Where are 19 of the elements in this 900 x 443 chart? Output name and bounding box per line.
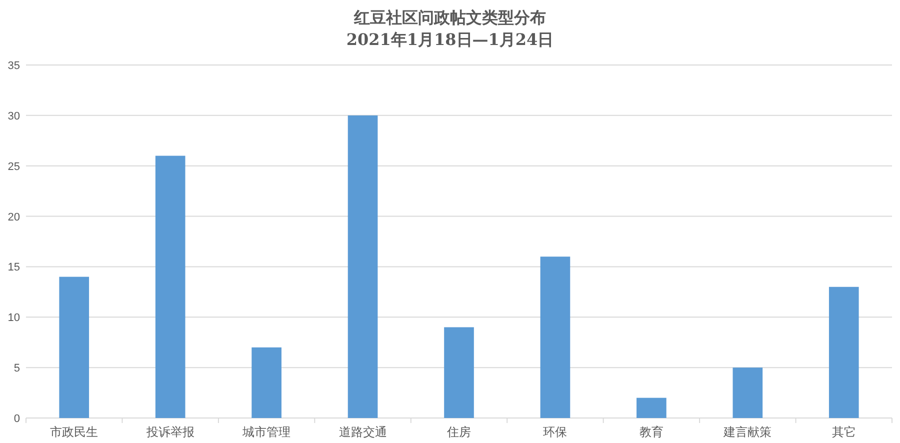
ytick-label: 30 xyxy=(8,110,20,122)
xtick-label: 城市管理 xyxy=(242,425,291,439)
ytick-label: 35 xyxy=(8,60,20,72)
ytick-label: 25 xyxy=(8,160,20,173)
xtick-label: 住房 xyxy=(447,425,471,439)
ytick-label: 15 xyxy=(8,262,20,274)
xtick-label: 教育 xyxy=(639,425,664,439)
xtick-label: 环保 xyxy=(543,425,568,439)
subtitle: 2021年1月18日—1月24日 xyxy=(346,30,554,49)
xtick-label: 市政民生 xyxy=(50,425,98,439)
title: 红豆社区问政帖文类型分布 xyxy=(354,8,546,27)
xtick-label: 投诉举报 xyxy=(146,425,194,439)
xtick-label: 道路交通 xyxy=(338,425,387,439)
ytick-label: 20 xyxy=(8,211,20,224)
ytick-label: 0 xyxy=(14,413,20,425)
ytick-label: 10 xyxy=(8,312,20,324)
ytick-label: 5 xyxy=(14,362,20,375)
xtick-label: 建言献策 xyxy=(724,425,772,439)
xtick-label: 其它 xyxy=(832,425,856,439)
